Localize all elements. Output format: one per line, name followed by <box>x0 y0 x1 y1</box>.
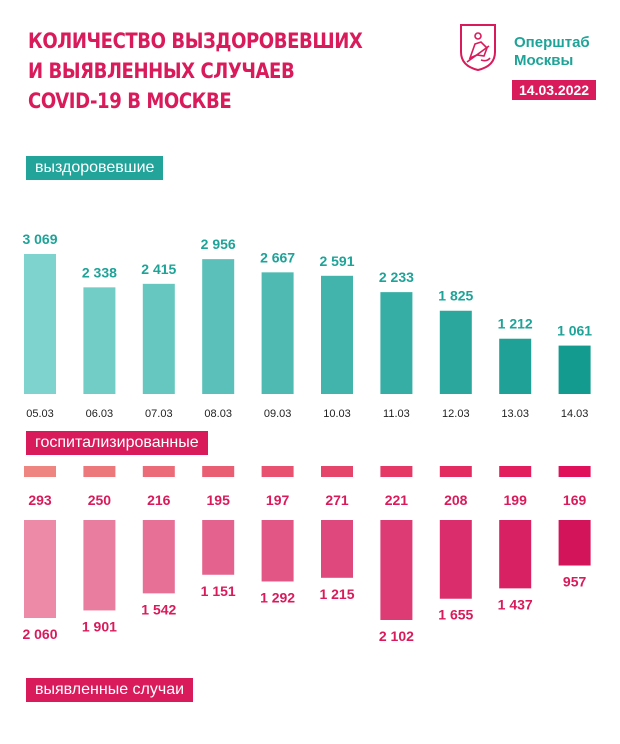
date-badge: 14.03.2022 <box>512 80 597 100</box>
date-tick-label: 11.03 <box>383 408 410 420</box>
date-tick-label: 07.03 <box>145 408 173 420</box>
cases-bar <box>83 520 116 611</box>
cases-value-label: 2 060 <box>22 626 57 642</box>
recovered-label: выздоровевшие <box>26 156 164 180</box>
date-tick-label: 06.03 <box>86 408 114 420</box>
hospitalized-bar <box>142 466 175 477</box>
logo-text: Оперштаб Москвы <box>514 34 590 70</box>
title-line-2: и выявленных случаев <box>28 59 295 83</box>
cases-bar <box>202 520 235 575</box>
cases-value-label: 2 102 <box>379 628 414 644</box>
recovered-bar <box>380 292 413 394</box>
hospitalized-bar <box>499 466 532 477</box>
recovered-value-label: 2 338 <box>82 264 117 280</box>
title-line-1: Количество выздоровевших <box>28 29 363 53</box>
hospitalized-bar <box>83 466 116 477</box>
recovered-bar <box>499 338 532 394</box>
cases-bar <box>261 520 294 582</box>
hospitalized-value-label: 216 <box>147 492 171 508</box>
date-tick-label: 13.03 <box>501 408 529 420</box>
recovered-value-label: 2 591 <box>319 253 354 269</box>
hospitalized-value-label: 197 <box>266 492 290 508</box>
cases-value-label: 1 655 <box>438 607 473 623</box>
date-tick-label: 10.03 <box>323 408 351 420</box>
cases-value-label: 1 215 <box>319 586 354 602</box>
cases-value-label: 1 292 <box>260 589 295 605</box>
recovered-value-label: 1 061 <box>557 323 592 339</box>
recovered-bar <box>83 287 116 394</box>
recovered-bar <box>202 259 235 394</box>
hospitalized-value-label: 169 <box>563 492 587 508</box>
recovered-value-label: 2 667 <box>260 249 295 265</box>
recovered-value-label: 2 956 <box>201 236 236 252</box>
cases-bar <box>499 520 532 589</box>
cases-value-label: 1 542 <box>141 601 176 617</box>
recovered-bar <box>261 272 294 394</box>
hospitalized-value-label: 221 <box>385 492 409 508</box>
cases-value-label: 1 437 <box>498 596 533 612</box>
hospitalized-bar <box>321 466 353 477</box>
cases-bar <box>558 520 591 566</box>
hospitalized-value-label: 199 <box>504 492 528 508</box>
hospitalized-bar <box>202 466 235 477</box>
logo-line-1: Оперштаб <box>514 34 590 51</box>
logo-line-2: Москвы <box>514 52 574 69</box>
hospitalized-bar <box>24 466 56 477</box>
date-tick-label: 09.03 <box>264 408 292 420</box>
recovered-value-label: 1 825 <box>438 288 473 304</box>
hospitalized-value-label: 293 <box>28 492 52 508</box>
date-tick-label: 12.03 <box>442 408 470 420</box>
cases-label: выявленные случаи <box>26 678 194 702</box>
hospitalized-bar <box>558 466 591 477</box>
cases-bar <box>24 520 56 619</box>
date-tick-label: 08.03 <box>204 408 232 420</box>
hospitalized-value-label: 271 <box>325 492 349 508</box>
cases-bar <box>380 520 413 620</box>
title-line-3: COVID-19 в Москве <box>28 89 232 113</box>
recovered-value-label: 1 212 <box>498 316 533 332</box>
hospitalized-value-label: 208 <box>444 492 468 508</box>
recovered-bar <box>142 283 175 394</box>
hospitalized-value-label: 250 <box>88 492 112 508</box>
recovered-value-label: 2 415 <box>141 261 176 277</box>
hospitalized-value-label: 195 <box>207 492 231 508</box>
recovered-value-label: 3 069 <box>22 231 57 247</box>
recovered-value-label: 2 233 <box>379 269 414 285</box>
hospitalized-bar <box>261 466 294 477</box>
recovered-bar <box>558 345 591 394</box>
cases-value-label: 1 151 <box>201 583 236 599</box>
recovered-bar <box>439 310 472 394</box>
cases-bar <box>321 520 353 578</box>
cases-value-label: 1 901 <box>82 618 117 634</box>
hospitalized-bar <box>439 466 472 477</box>
date-tick-label: 05.03 <box>26 408 54 420</box>
cases-value-label: 957 <box>563 574 587 590</box>
page-title: Количество выздоровевших и выявленных сл… <box>28 26 363 116</box>
hospitalized-label: госпитализированные <box>26 431 208 455</box>
date-tick-label: 14.03 <box>561 408 589 420</box>
hospitalized-bar <box>380 466 413 477</box>
recovered-bar <box>24 254 56 394</box>
recovered-bar <box>321 275 353 394</box>
cases-bar <box>142 520 175 594</box>
moscow-coat-of-arms-icon <box>460 24 496 72</box>
cases-bar <box>439 520 472 599</box>
